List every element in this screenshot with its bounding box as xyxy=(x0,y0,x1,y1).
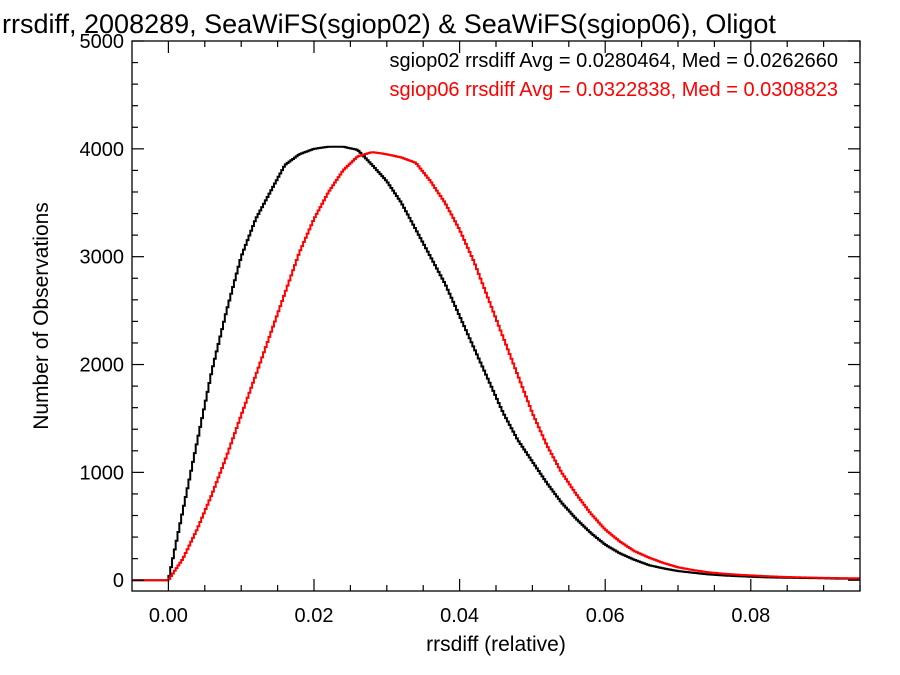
chart-title: rrsdiff, 2008289, SeaWiFS(sgiop02) & Sea… xyxy=(2,9,776,39)
x-tick-label: 0.08 xyxy=(731,605,770,627)
y-tick-label: 5000 xyxy=(80,31,125,53)
series-line-sgiop06 xyxy=(132,151,860,582)
series-annotation-sgiop02: sgiop02 rrsdiff Avg = 0.0280464, Med = 0… xyxy=(390,50,839,72)
y-tick-label: 0 xyxy=(113,570,124,592)
series-annotation-sgiop06: sgiop06 rrsdiff Avg = 0.0322838, Med = 0… xyxy=(390,79,839,101)
x-axis-label: rrsdiff (relative) xyxy=(426,633,566,656)
x-tick-label: 0.04 xyxy=(440,605,479,627)
y-tick-label: 4000 xyxy=(80,139,125,161)
series-layer xyxy=(132,145,860,582)
y-tick-label: 2000 xyxy=(80,355,125,377)
x-axis: 0.00 0.02 0.04 0.06 0.08 xyxy=(149,41,861,627)
y-tick-label: 3000 xyxy=(80,247,125,269)
y-axis-label: Number of Observations xyxy=(30,202,53,430)
y-tick-label: 1000 xyxy=(80,462,125,484)
x-tick-label: 0.00 xyxy=(149,605,188,627)
series-line-sgiop02 xyxy=(132,145,860,582)
y-axis: 0 1000 2000 3000 4000 5000 xyxy=(80,31,860,592)
x-tick-label: 0.02 xyxy=(295,605,334,627)
x-tick-label: 0.06 xyxy=(586,605,625,627)
